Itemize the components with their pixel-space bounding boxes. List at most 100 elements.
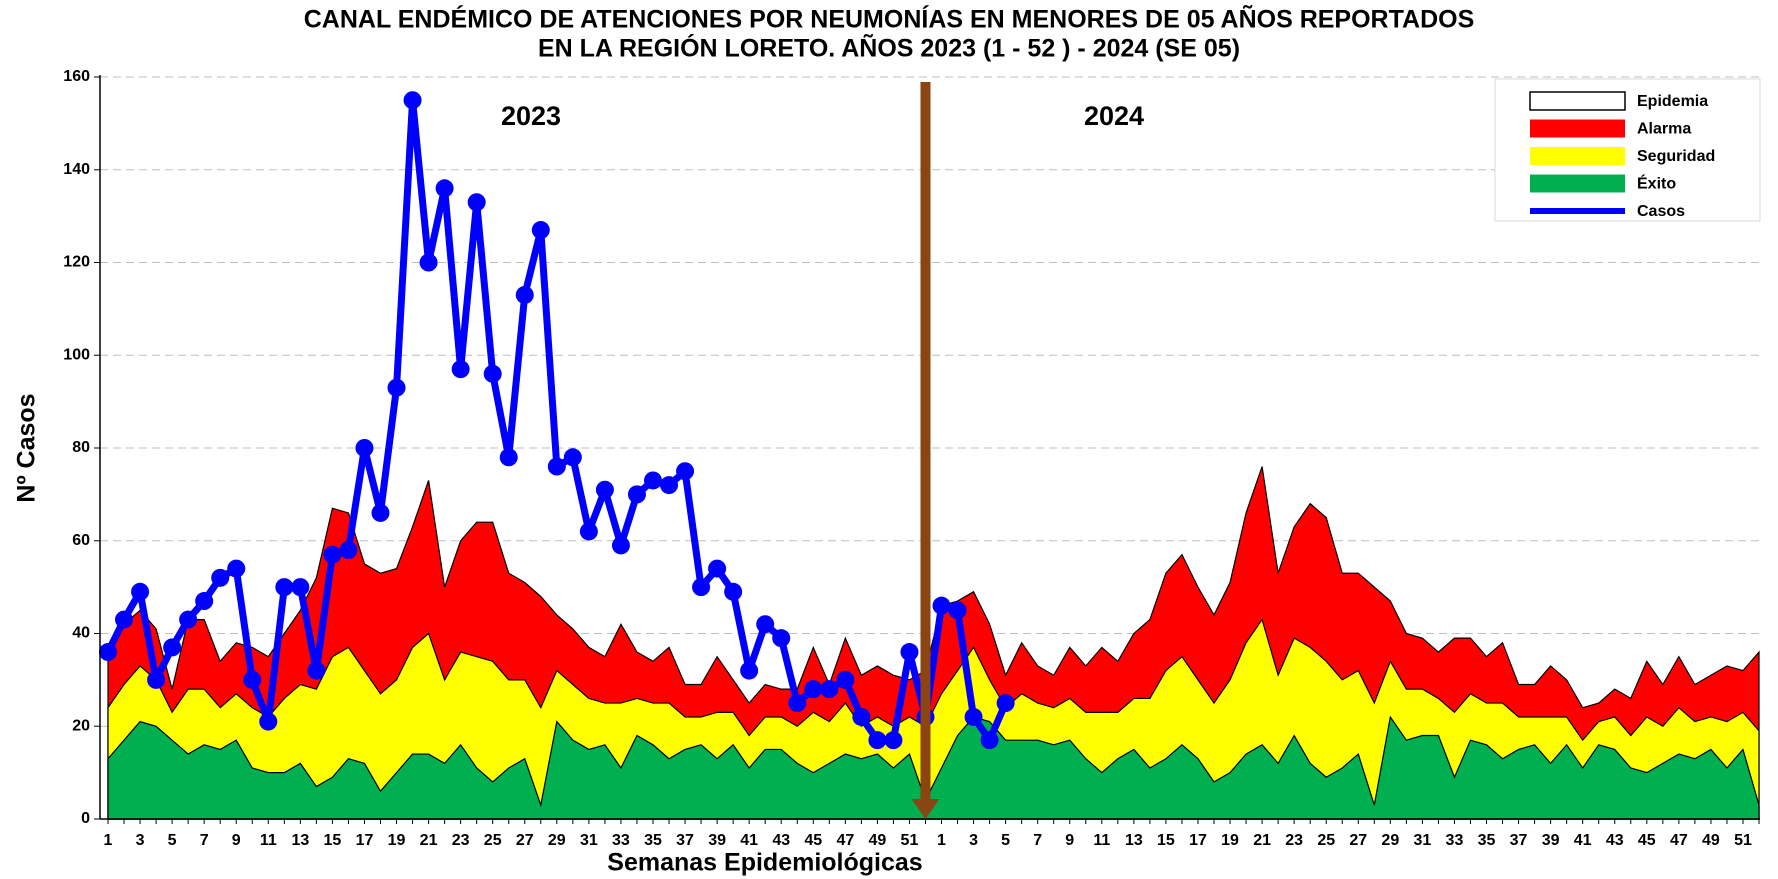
marker: [387, 378, 406, 397]
marker: [307, 661, 326, 680]
x-tick-label: 7: [1033, 832, 1042, 849]
x-tick-label: 29: [1381, 832, 1399, 849]
legend-swatch: [1530, 174, 1625, 193]
y-tick-label: 100: [63, 346, 90, 363]
y-tick-label: 80: [72, 439, 90, 456]
x-tick-label: 49: [868, 832, 886, 849]
annotation: 2024: [1084, 101, 1144, 131]
marker: [595, 480, 614, 499]
x-tick-label: 39: [708, 832, 726, 849]
marker: [788, 694, 807, 713]
x-tick-label: 47: [836, 832, 854, 849]
legend-swatch: [1530, 147, 1625, 165]
area: [107, 715, 1760, 820]
marker: [339, 541, 358, 560]
x-tick-label: 15: [1157, 832, 1175, 849]
marker: [227, 559, 246, 578]
x-tick-label: 21: [1253, 832, 1271, 849]
x-tick-label: 41: [740, 832, 758, 849]
marker: [275, 578, 294, 597]
divider-arrowhead: [911, 799, 940, 819]
x-tick-label: 47: [1670, 832, 1688, 849]
marker: [515, 285, 534, 304]
x-tick-label: 11: [260, 832, 277, 849]
x-tick-label: 43: [772, 832, 790, 849]
marker: [211, 568, 230, 587]
x-tick-label: 51: [901, 832, 919, 849]
y-tick-label: 20: [72, 717, 90, 734]
x-tick-label: 49: [1702, 832, 1720, 849]
x-tick-label: 19: [1221, 832, 1239, 849]
marker: [291, 578, 310, 597]
legend-label: Epidemia: [1637, 93, 1708, 110]
x-tick-label: 13: [291, 832, 309, 849]
x-tick-label: 33: [1446, 832, 1464, 849]
x-tick-label: 35: [644, 832, 662, 849]
marker: [163, 638, 182, 657]
marker: [115, 610, 134, 629]
x-tick-label: 37: [1510, 832, 1528, 849]
x-tick-label: 29: [548, 832, 566, 849]
legend-label: Seguridad: [1637, 148, 1715, 165]
marker: [147, 670, 166, 689]
x-tick-label: 5: [1001, 832, 1010, 849]
x-tick-label: 23: [452, 832, 470, 849]
marker: [804, 680, 823, 699]
marker: [435, 179, 454, 198]
x-tick-label: 5: [168, 832, 177, 849]
y-tick-label: 40: [72, 625, 90, 642]
x-tick-label: 21: [420, 832, 438, 849]
marker: [195, 592, 214, 611]
marker: [99, 643, 117, 662]
x-tick-label: 39: [1542, 832, 1560, 849]
marker: [900, 643, 919, 662]
marker: [820, 680, 839, 699]
x-tick-label: 11: [1093, 832, 1110, 849]
marker: [756, 615, 775, 634]
x-tick-label: 15: [324, 832, 342, 849]
marker: [772, 629, 791, 648]
x-tick-label: 27: [516, 832, 534, 849]
marker: [403, 91, 422, 110]
marker: [259, 712, 278, 731]
x-tick-label: 23: [1285, 832, 1303, 849]
marker: [531, 221, 550, 240]
x-tick-label: 7: [200, 832, 209, 849]
marker: [964, 707, 983, 726]
marker: [355, 439, 374, 457]
marker: [419, 253, 438, 272]
y-tick-label: 160: [63, 68, 90, 85]
marker: [836, 670, 855, 689]
marker: [563, 448, 582, 467]
marker: [451, 360, 470, 379]
x-axis-title: Semanas Epidemiológicas: [607, 849, 922, 877]
marker: [131, 582, 150, 601]
marker: [692, 578, 711, 597]
x-tick-label: 37: [676, 832, 694, 849]
y-axis-title: Nº Casos: [13, 393, 41, 502]
annotation: 2023: [501, 101, 561, 131]
legend-swatch: [1530, 119, 1625, 138]
marker: [611, 536, 630, 555]
x-tick-label: 35: [1478, 832, 1496, 849]
x-tick-label: 1: [104, 832, 113, 849]
x-tick-label: 9: [232, 832, 241, 849]
x-tick-label: 1: [937, 832, 946, 849]
marker: [627, 485, 646, 504]
x-tick-label: 27: [1349, 832, 1367, 849]
marker: [852, 707, 871, 726]
x-tick-label: 19: [388, 832, 406, 849]
marker: [179, 610, 198, 629]
chart-title: CANAL ENDÉMICO DE ATENCIONES POR NEUMONÍ…: [304, 4, 1475, 34]
x-tick-label: 17: [356, 832, 374, 849]
marker: [708, 559, 727, 578]
x-tick-label: 33: [612, 832, 630, 849]
y-tick-label: 0: [81, 810, 90, 827]
legend-label: Alarma: [1637, 121, 1691, 138]
marker: [948, 601, 967, 620]
marker: [499, 448, 518, 467]
y-tick-label: 140: [63, 161, 90, 178]
legend-swatch: [1529, 91, 1626, 111]
marker: [243, 670, 262, 689]
